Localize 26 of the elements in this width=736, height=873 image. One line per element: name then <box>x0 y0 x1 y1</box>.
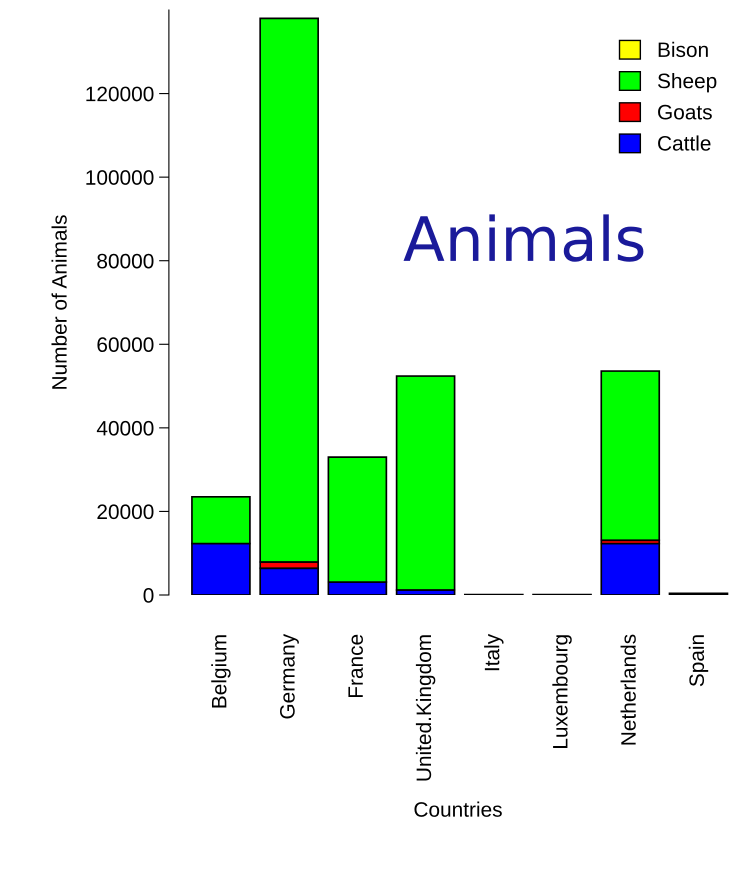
y-tick-label: 120000 <box>86 86 154 102</box>
x-tick-label: Belgium <box>211 635 231 708</box>
legend-label: Goats <box>658 104 712 120</box>
x-axis-title: Countries <box>414 802 502 817</box>
x-tick-label: Spain <box>688 635 708 686</box>
bar <box>600 542 660 595</box>
legend-label: Sheep <box>658 73 716 92</box>
y-axis-title: Number of Animals <box>51 215 67 389</box>
text: Animals <box>404 214 644 262</box>
x-tick-label: Luxembourg <box>552 635 572 748</box>
x-tick-label: Germany <box>280 634 299 719</box>
x-tick-label: Netherlands <box>620 634 636 745</box>
y-tick-label: 20000 <box>97 504 154 520</box>
y-tick-label: 60000 <box>97 337 154 352</box>
bar <box>396 375 456 591</box>
legend-label: Bison <box>658 42 708 58</box>
y-tick-label: 0 <box>144 588 154 603</box>
y-tick-label: 40000 <box>96 420 154 436</box>
y-tick-label: 80000 <box>97 254 154 268</box>
legend-label: Cattle <box>658 135 711 151</box>
bar <box>259 567 319 595</box>
y-tick-label: 100000 <box>86 170 154 185</box>
x-tick-label: France <box>348 634 363 698</box>
x-tick-label: Italy <box>484 634 504 670</box>
bar <box>600 370 660 542</box>
x-tick-label: United.Kingdom <box>416 635 436 781</box>
